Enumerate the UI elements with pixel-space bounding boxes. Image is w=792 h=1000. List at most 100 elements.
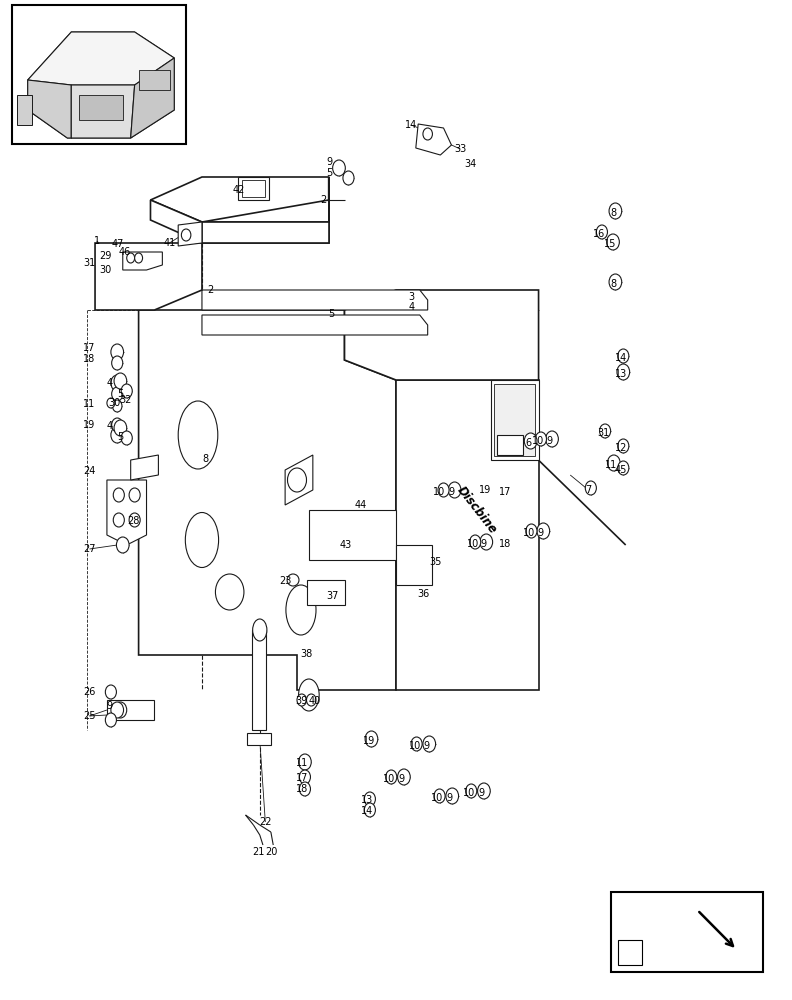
Text: 9: 9	[326, 157, 333, 167]
Circle shape	[617, 364, 630, 380]
Text: 10: 10	[463, 788, 475, 798]
Circle shape	[446, 788, 459, 804]
Text: 24: 24	[83, 466, 96, 476]
Circle shape	[607, 234, 619, 250]
Polygon shape	[396, 545, 432, 585]
Text: 21: 21	[252, 847, 265, 857]
Ellipse shape	[253, 619, 267, 641]
Text: 31: 31	[597, 428, 610, 438]
Circle shape	[411, 737, 422, 751]
Text: 5: 5	[328, 309, 334, 319]
Text: 10: 10	[466, 539, 479, 549]
Bar	[247, 733, 271, 745]
Text: 41: 41	[163, 238, 176, 248]
Text: 18: 18	[296, 784, 309, 794]
Polygon shape	[285, 455, 313, 505]
Text: 9: 9	[478, 788, 485, 798]
Circle shape	[111, 344, 124, 360]
Circle shape	[121, 431, 132, 445]
Text: 3: 3	[409, 292, 415, 302]
Text: 38: 38	[300, 649, 313, 659]
Text: 10: 10	[383, 774, 395, 784]
Text: 8: 8	[610, 279, 616, 289]
Text: 9: 9	[447, 793, 453, 803]
Polygon shape	[307, 580, 345, 605]
Polygon shape	[131, 58, 174, 138]
Circle shape	[111, 427, 124, 443]
Text: 4: 4	[106, 378, 112, 388]
Polygon shape	[123, 252, 162, 270]
Bar	[611, 892, 763, 972]
Circle shape	[618, 461, 629, 475]
Polygon shape	[309, 510, 396, 560]
Text: 23: 23	[279, 576, 291, 586]
Text: 10: 10	[433, 487, 446, 497]
Circle shape	[535, 432, 546, 446]
Bar	[618, 940, 642, 965]
Text: 31: 31	[83, 258, 96, 268]
Circle shape	[114, 702, 127, 718]
Text: 17: 17	[83, 343, 96, 353]
Text: 18: 18	[83, 354, 96, 364]
Text: 18: 18	[499, 539, 512, 549]
Text: 28: 28	[127, 516, 139, 526]
Text: 4: 4	[409, 302, 415, 312]
Bar	[12, 5, 186, 144]
Text: 11: 11	[605, 460, 618, 470]
Text: 45: 45	[615, 465, 627, 475]
Polygon shape	[242, 180, 265, 197]
Text: 5: 5	[326, 168, 333, 178]
Circle shape	[537, 523, 550, 539]
Text: 37: 37	[326, 591, 339, 601]
Text: 10: 10	[409, 741, 421, 751]
Circle shape	[112, 387, 123, 401]
Text: Discbine: Discbine	[455, 484, 499, 536]
Circle shape	[114, 420, 127, 436]
Polygon shape	[139, 70, 170, 90]
Text: 9: 9	[424, 741, 430, 751]
Circle shape	[111, 702, 124, 718]
Polygon shape	[107, 700, 154, 720]
Circle shape	[596, 225, 607, 239]
Bar	[494, 384, 535, 456]
Text: 14: 14	[405, 120, 417, 130]
Text: 8: 8	[610, 208, 616, 218]
Text: 25: 25	[83, 711, 96, 721]
Text: 39: 39	[295, 696, 307, 706]
Circle shape	[112, 356, 123, 370]
Polygon shape	[71, 85, 135, 138]
Text: 16: 16	[593, 229, 606, 239]
Circle shape	[364, 792, 375, 806]
Circle shape	[524, 433, 537, 449]
Text: 6: 6	[525, 438, 531, 448]
Text: 2: 2	[320, 195, 326, 205]
Circle shape	[466, 784, 477, 798]
Circle shape	[333, 160, 345, 176]
Text: 13: 13	[361, 795, 374, 805]
Text: 9: 9	[546, 436, 553, 446]
Text: 40: 40	[308, 696, 321, 706]
Text: 14: 14	[361, 806, 374, 816]
Polygon shape	[95, 243, 202, 310]
Text: 11: 11	[83, 399, 96, 409]
Text: 33: 33	[454, 144, 466, 154]
Circle shape	[215, 574, 244, 610]
Text: 19: 19	[363, 736, 375, 746]
Circle shape	[478, 783, 490, 799]
Circle shape	[135, 253, 143, 263]
Text: 35: 35	[429, 557, 442, 567]
Ellipse shape	[185, 512, 219, 568]
Polygon shape	[202, 290, 428, 310]
Circle shape	[448, 482, 461, 498]
Bar	[252, 630, 266, 730]
Text: 42: 42	[233, 185, 246, 195]
Circle shape	[121, 384, 132, 398]
Text: 17: 17	[296, 773, 309, 783]
Text: 19: 19	[83, 420, 96, 430]
Circle shape	[438, 483, 449, 497]
Circle shape	[307, 694, 316, 706]
Text: 9: 9	[480, 539, 486, 549]
Circle shape	[114, 373, 127, 389]
Circle shape	[299, 754, 311, 770]
Polygon shape	[491, 380, 539, 460]
